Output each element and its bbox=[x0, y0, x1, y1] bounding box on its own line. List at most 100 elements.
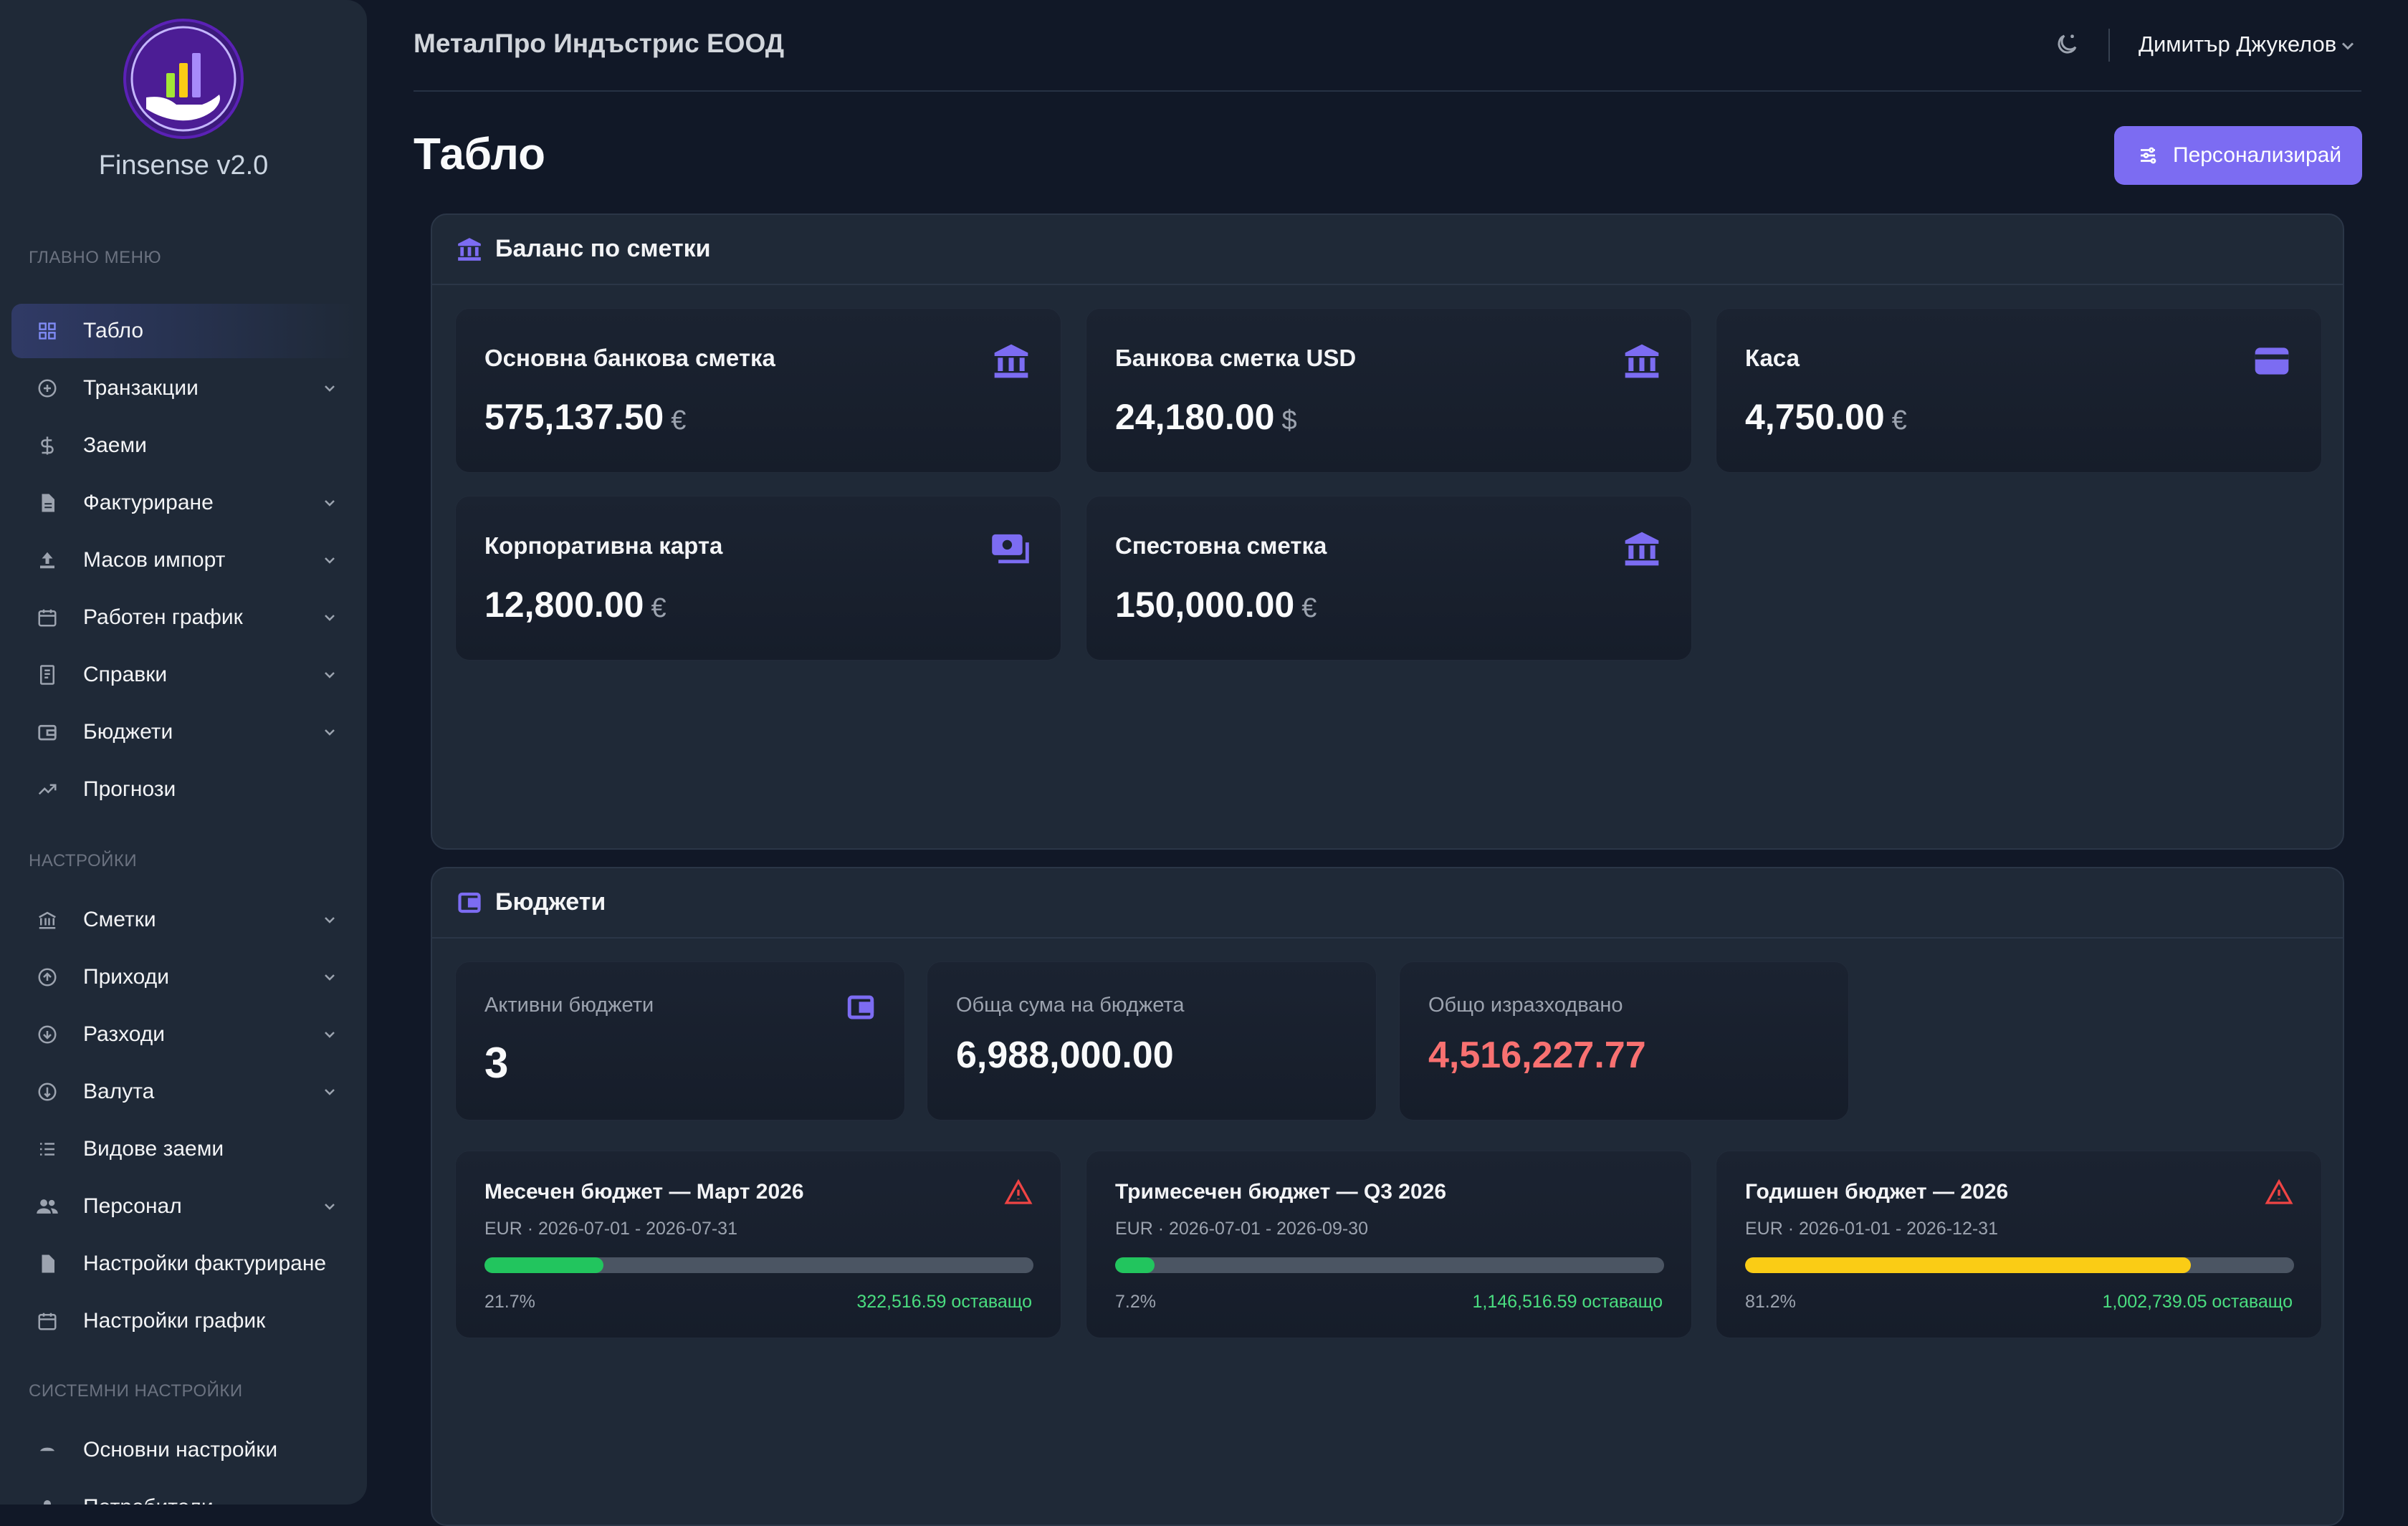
chevron-down-icon[interactable] bbox=[320, 967, 340, 987]
stat-label: Общо изразходвано bbox=[1428, 994, 1623, 1017]
sidebar-item-income[interactable]: Приходи bbox=[11, 950, 355, 1004]
page-title: Табло bbox=[414, 130, 546, 179]
stat-label: Обща сума на бюджета bbox=[956, 994, 1185, 1017]
chevron-down-icon[interactable] bbox=[320, 378, 340, 398]
currency-symbol: $ bbox=[1281, 406, 1297, 436]
sidebar-item-forecasts[interactable]: Прогнози bbox=[11, 762, 355, 817]
sidebar-item-label: Сметки bbox=[83, 908, 156, 931]
currency-symbol: € bbox=[1891, 406, 1907, 436]
report-icon bbox=[34, 662, 60, 688]
chevron-down-icon[interactable] bbox=[320, 1082, 340, 1102]
sidebar-item-accounts[interactable]: Сметки bbox=[11, 893, 355, 947]
panel-header: Бюджети bbox=[432, 868, 2343, 939]
sidebar-item-loan-types[interactable]: Видове заеми bbox=[11, 1122, 355, 1176]
sidebar-item-label: Табло bbox=[83, 319, 144, 342]
account-card[interactable]: Спестовна сметка 150,000.00 € bbox=[1086, 496, 1692, 661]
chevron-down-icon[interactable] bbox=[320, 910, 340, 930]
budget-remaining: 1,146,516.59 оставащо bbox=[1472, 1292, 1663, 1312]
account-name: Основна банкова сметка bbox=[484, 345, 775, 371]
stat-card: Активни бюджети 3 bbox=[455, 961, 905, 1120]
budget-meta: EUR · 2026-07-01 - 2026-09-30 bbox=[1115, 1219, 1368, 1239]
budget-name: Месечен бюджет — Март 2026 bbox=[484, 1180, 804, 1204]
sidebar-item-schedule-settings[interactable]: Настройки график bbox=[11, 1294, 355, 1348]
sidebar-item-expenses[interactable]: Разходи bbox=[11, 1007, 355, 1062]
wallet-icon bbox=[2251, 340, 2293, 382]
budget-card[interactable]: Месечен бюджет — Март 2026 EUR · 2026-07… bbox=[455, 1151, 1061, 1338]
account-card[interactable]: Каса 4,750.00 € bbox=[1716, 308, 2322, 473]
theme-toggle-button[interactable] bbox=[2051, 29, 2083, 60]
chevron-down-icon[interactable] bbox=[320, 608, 340, 628]
sidebar-item-label: Разходи bbox=[83, 1022, 166, 1046]
budget-progress-fill bbox=[1115, 1257, 1155, 1273]
chevron-down-icon[interactable] bbox=[320, 493, 340, 513]
chevron-down-icon[interactable] bbox=[320, 550, 340, 570]
budget-progress-bar bbox=[1115, 1257, 1664, 1273]
user-icon bbox=[34, 1494, 60, 1505]
stat-card: Общо изразходвано 4,516,227.77 bbox=[1399, 961, 1849, 1120]
stat-value: 4,516,227.77 bbox=[1428, 1035, 1646, 1076]
budget-card[interactable]: Тримесечен бюджет — Q3 2026 EUR · 2026-0… bbox=[1086, 1151, 1692, 1338]
sidebar-item-currency[interactable]: Валута bbox=[11, 1065, 355, 1119]
bank-icon bbox=[455, 235, 484, 264]
chevron-down-icon[interactable] bbox=[320, 1196, 340, 1217]
chevron-down-icon[interactable] bbox=[320, 1024, 340, 1045]
budget-meta: EUR · 2026-07-01 - 2026-07-31 bbox=[484, 1219, 737, 1239]
stat-card: Обща сума на бюджета 6,988,000.00 bbox=[927, 961, 1377, 1120]
bank-icon bbox=[1621, 528, 1663, 570]
account-card[interactable]: Банкова сметка USD 24,180.00 $ bbox=[1086, 308, 1692, 473]
budget-card[interactable]: Годишен бюджет — 2026 EUR · 2026-01-01 -… bbox=[1716, 1151, 2322, 1338]
cloud-icon bbox=[34, 1437, 60, 1463]
panel-title: Баланс по сметки bbox=[495, 235, 711, 262]
sidebar-item-users[interactable]: Потребители bbox=[11, 1480, 355, 1505]
sidebar-item-label: Потребители bbox=[83, 1495, 214, 1505]
stat-label: Активни бюджети bbox=[484, 994, 654, 1017]
budget-progress-bar bbox=[484, 1257, 1033, 1273]
arrow-down-circle-icon bbox=[34, 1022, 60, 1047]
account-balance: 150,000.00 € bbox=[1115, 585, 1317, 625]
sidebar-item-staff[interactable]: Персонал bbox=[11, 1179, 355, 1234]
bank-icon bbox=[34, 907, 60, 933]
account-name: Спестовна сметка bbox=[1115, 532, 1327, 559]
sidebar-item-budgets[interactable]: Бюджети bbox=[11, 705, 355, 759]
sidebar-item-label: Справки bbox=[83, 663, 168, 686]
account-card[interactable]: Корпоративна карта 12,800.00 € bbox=[455, 496, 1061, 661]
app-logo[interactable] bbox=[122, 17, 245, 140]
sidebar-item-bulk-import[interactable]: Масов импорт bbox=[11, 533, 355, 587]
chevron-down-icon[interactable] bbox=[2338, 36, 2358, 56]
warning-icon bbox=[1003, 1177, 1033, 1207]
sidebar-item-label: Фактуриране bbox=[83, 491, 214, 514]
header-divider-line bbox=[414, 90, 2361, 92]
currency-symbol: € bbox=[651, 593, 666, 623]
budget-percent: 81.2% bbox=[1745, 1292, 1796, 1312]
budget-name: Годишен бюджет — 2026 bbox=[1745, 1180, 2009, 1204]
list-icon bbox=[34, 1136, 60, 1162]
user-menu[interactable]: Димитър Джукелов bbox=[2139, 32, 2337, 57]
trend-icon bbox=[34, 777, 60, 802]
sidebar-item-dashboard[interactable]: Табло bbox=[11, 304, 355, 358]
sidebar-item-label: Основни настройки bbox=[83, 1438, 278, 1462]
sidebar-item-reports[interactable]: Справки bbox=[11, 648, 355, 702]
sidebar-item-invoicing[interactable]: Фактуриране bbox=[11, 476, 355, 530]
calendar-icon bbox=[34, 1308, 60, 1334]
sidebar-item-label: Масов импорт bbox=[83, 548, 226, 572]
sidebar-item-label: Персонал bbox=[83, 1194, 182, 1218]
wallet-icon bbox=[844, 991, 877, 1024]
budget-progress-fill bbox=[484, 1257, 604, 1273]
sidebar-item-transactions[interactable]: Транзакции bbox=[11, 361, 355, 416]
bank-icon bbox=[1621, 340, 1663, 382]
chevron-down-icon[interactable] bbox=[320, 722, 340, 742]
sidebar-item-general-settings[interactable]: Основни настройки bbox=[11, 1423, 355, 1477]
sidebar-item-invoicing-settings[interactable]: Настройки фактуриране bbox=[11, 1237, 355, 1291]
account-card[interactable]: Основна банкова сметка 575,137.50 € bbox=[455, 308, 1061, 473]
balance-panel: Баланс по сметки Основна банкова сметка … bbox=[431, 213, 2344, 850]
customize-button[interactable]: Персонализирай bbox=[2114, 126, 2362, 185]
warning-icon bbox=[2264, 1177, 2294, 1207]
sidebar-item-loans[interactable]: Заеми bbox=[11, 418, 355, 473]
grid-icon bbox=[34, 318, 60, 344]
panel-header: Баланс по сметки bbox=[432, 215, 2343, 285]
sidebar-item-label: Транзакции bbox=[83, 376, 199, 400]
sidebar-item-work-schedule[interactable]: Работен график bbox=[11, 590, 355, 645]
sidebar-item-label: Работен график bbox=[83, 605, 243, 629]
chevron-down-icon[interactable] bbox=[320, 665, 340, 685]
budget-remaining: 1,002,739.05 оставащо bbox=[2102, 1292, 2293, 1312]
